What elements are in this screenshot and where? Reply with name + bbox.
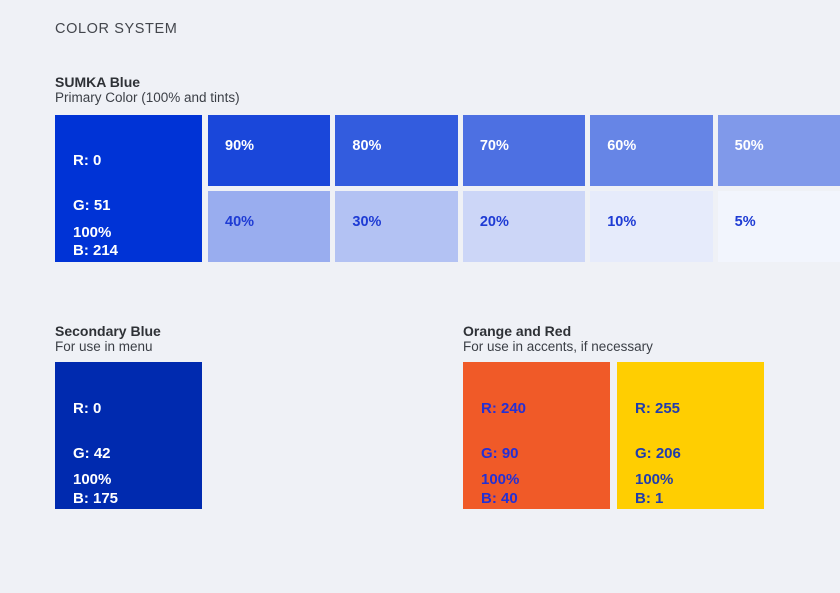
tint-percent-label: 5% xyxy=(734,214,756,230)
tint-percent-label: 20% xyxy=(479,214,509,230)
primary-section-subheading: Primary Color (100% and tints) xyxy=(55,90,240,105)
tint-swatch-20: 20% xyxy=(462,191,586,262)
tint-percent-label: 90% xyxy=(225,138,255,154)
secondary-swatch: R: 0 G: 42 B: 175 100% xyxy=(55,362,202,509)
tint-swatch-70: 70% xyxy=(462,115,586,186)
rgb-g-value: G: 51 xyxy=(73,196,111,214)
tint-swatch-80: 80% xyxy=(335,115,458,186)
tint-row-bottom: 40% 30% 20% 10% 5% xyxy=(208,191,840,262)
accent-section-heading: Orange and Red xyxy=(463,323,572,339)
accent-section-subheading: For use in accents, if necessary xyxy=(463,339,653,354)
tint-percent-label: 60% xyxy=(607,138,637,154)
tint-percent-label: 40% xyxy=(225,214,255,230)
tint-swatch-5: 5% xyxy=(717,191,840,262)
tint-swatch-10: 10% xyxy=(590,191,713,262)
tint-row-top: 90% 80% 70% 60% 50% xyxy=(208,115,840,186)
rgb-g-value: G: 42 xyxy=(73,444,111,462)
primary-swatch: R: 0 G: 51 B: 214 100% xyxy=(55,115,202,262)
secondary-swatch-rgb-values: R: 0 G: 42 B: 175 xyxy=(73,375,118,533)
rgb-b-value: B: 175 xyxy=(73,489,119,507)
rgb-b-value: B: 214 xyxy=(73,241,119,259)
tint-swatch-50: 50% xyxy=(717,115,840,186)
rgb-b-value: B: 1 xyxy=(635,489,664,507)
tint-percent-label: 30% xyxy=(352,214,382,230)
orange-swatch-rgb-values: R: 240 G: 90 B: 40 xyxy=(481,375,526,533)
tint-swatch-30: 30% xyxy=(335,191,458,262)
orange-swatch: R: 240 G: 90 B: 40 100% xyxy=(463,362,610,509)
rgb-b-value: B: 40 xyxy=(481,489,518,507)
tint-swatch-60: 60% xyxy=(590,115,713,186)
yellow-swatch: R: 255 G: 206 B: 1 100% xyxy=(617,362,764,509)
primary-swatch-percent: 100% xyxy=(73,224,112,241)
page-title: COLOR SYSTEM xyxy=(55,21,178,37)
rgb-r-value: R: 255 xyxy=(635,399,681,417)
primary-swatch-rgb-values: R: 0 G: 51 B: 214 xyxy=(73,127,118,285)
rgb-r-value: R: 0 xyxy=(73,399,102,417)
tint-percent-label: 10% xyxy=(607,214,637,230)
tint-percent-label: 80% xyxy=(352,138,382,154)
secondary-section-header: Secondary Blue For use in menu xyxy=(55,323,161,355)
tint-grid: 90% 80% 70% 60% 50% 40% 30% 20% xyxy=(208,115,840,262)
tint-swatch-40: 40% xyxy=(208,191,331,262)
accent-section-header: Orange and Red For use in accents, if ne… xyxy=(463,323,653,355)
rgb-r-value: R: 0 xyxy=(73,151,102,169)
tint-swatch-90: 90% xyxy=(208,115,331,186)
rgb-g-value: G: 206 xyxy=(635,444,681,462)
orange-swatch-percent: 100% xyxy=(481,471,520,488)
rgb-r-value: R: 240 xyxy=(481,399,527,417)
rgb-g-value: G: 90 xyxy=(481,444,519,462)
yellow-swatch-percent: 100% xyxy=(635,471,674,488)
primary-section-heading: SUMKA Blue xyxy=(55,74,141,90)
secondary-section-heading: Secondary Blue xyxy=(55,323,161,339)
primary-section-header: SUMKA Blue Primary Color (100% and tints… xyxy=(55,74,240,106)
yellow-swatch-rgb-values: R: 255 G: 206 B: 1 xyxy=(635,375,681,533)
tint-percent-label: 50% xyxy=(734,138,764,154)
secondary-section-subheading: For use in menu xyxy=(55,339,153,354)
tint-percent-label: 70% xyxy=(479,138,509,154)
secondary-swatch-percent: 100% xyxy=(73,471,112,488)
